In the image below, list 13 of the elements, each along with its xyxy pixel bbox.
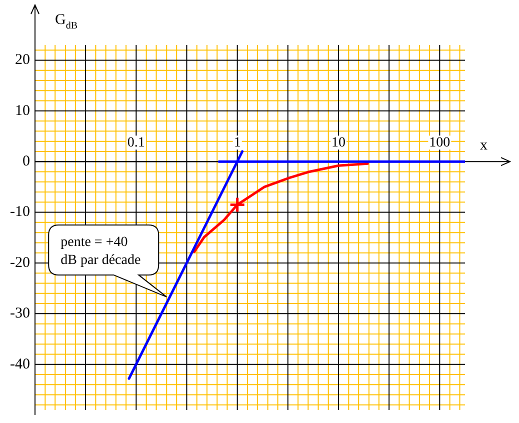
y-tick-label: 20 bbox=[15, 52, 30, 68]
y-tick-label: 10 bbox=[15, 102, 30, 119]
y-tick-label: -20 bbox=[10, 254, 30, 271]
x-tick-label: 0.1 bbox=[127, 136, 145, 151]
y-tick-label: -40 bbox=[10, 356, 30, 372]
x-tick-label: 1 bbox=[234, 136, 241, 151]
x-tick-label: 100 bbox=[429, 136, 450, 151]
x-tick-label: 10 bbox=[332, 136, 346, 151]
annotation: pente = +40 dB par décade bbox=[60, 234, 141, 268]
y-tick-label: -10 bbox=[10, 204, 30, 220]
y-tick-label: 0 bbox=[22, 154, 30, 170]
x-axis-title: x bbox=[480, 138, 488, 154]
y-tick-label: -30 bbox=[10, 306, 30, 322]
